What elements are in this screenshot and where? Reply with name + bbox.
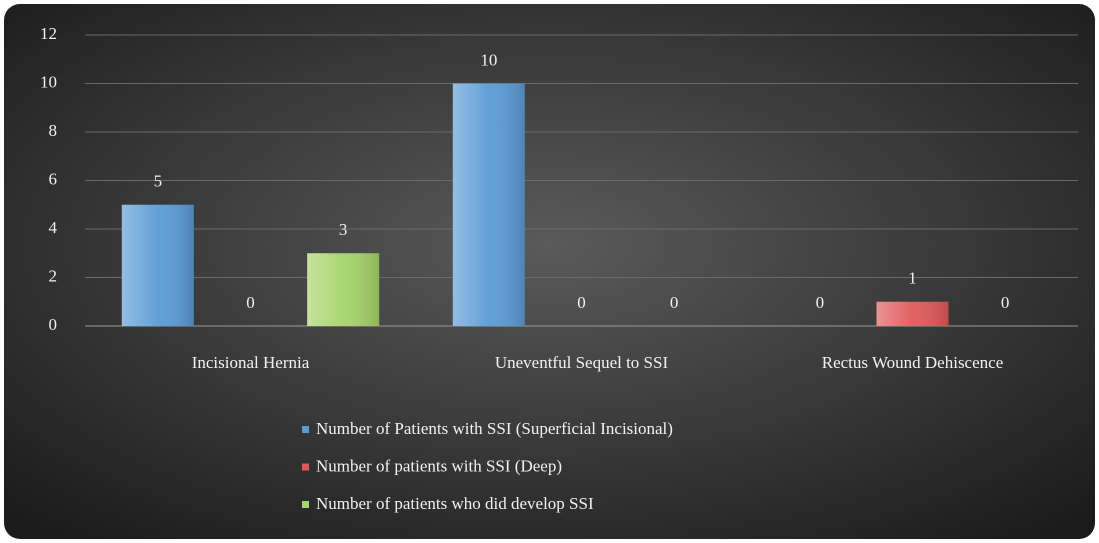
data-label: 0	[816, 293, 825, 312]
legend-label: Number of Patients with SSI (Superficial…	[316, 419, 673, 438]
bar-shine	[121, 204, 194, 326]
data-label: 1	[908, 269, 917, 288]
data-label: 0	[577, 293, 586, 312]
bar-shine	[876, 301, 949, 326]
y-tick-label: 8	[49, 121, 58, 140]
y-tick-label: 2	[49, 266, 58, 285]
legend-label: Number of patients with SSI (Deep)	[316, 456, 562, 475]
legend-marker	[302, 501, 309, 508]
data-label: 10	[480, 50, 497, 69]
x-tick-label: Rectus Wound Dehiscence	[822, 353, 1004, 372]
background	[4, 4, 1095, 539]
data-label: 0	[1001, 293, 1010, 312]
bar-shine	[307, 253, 380, 326]
y-tick-label: 0	[49, 315, 58, 334]
legend-label: Number of patients who did develop SSI	[316, 494, 594, 513]
data-label: 3	[339, 220, 348, 239]
bar-shine	[452, 83, 525, 326]
data-label: 0	[670, 293, 679, 312]
y-tick-label: 6	[49, 169, 58, 188]
y-tick-label: 10	[40, 72, 57, 91]
y-tick-label: 12	[40, 24, 57, 43]
legend-marker	[302, 426, 309, 433]
data-label: 0	[246, 293, 255, 312]
y-tick-label: 4	[49, 218, 58, 237]
x-tick-label: Incisional Hernia	[192, 353, 310, 372]
x-tick-label: Uneventful Sequel to SSI	[495, 353, 669, 372]
legend-marker	[302, 463, 309, 471]
data-label: 5	[154, 172, 163, 191]
